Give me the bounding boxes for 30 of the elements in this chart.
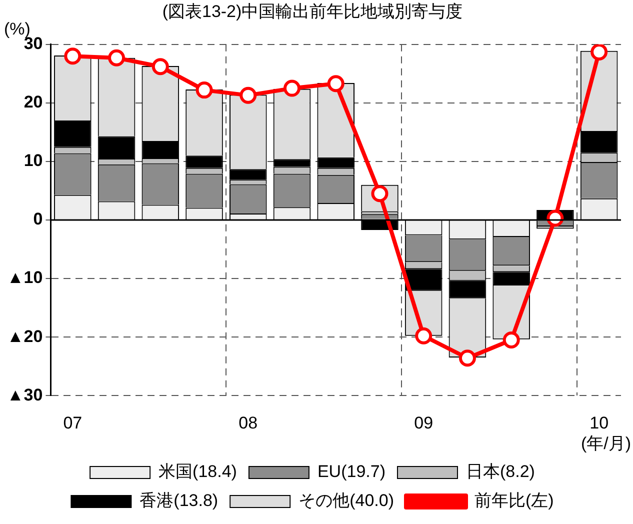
point [64,48,82,65]
y-tick-label: ▲20 [6,326,43,346]
point [196,82,213,99]
point [284,80,300,97]
y-tick-label: ▲30 [6,385,43,404]
x-tick-label: 09 [414,413,434,432]
point [108,49,126,66]
legend-label: 米国(18.4) [158,462,237,482]
point [415,327,432,344]
point [458,350,476,367]
x-axis-title: (年/月) [580,434,631,453]
legend-label: 前年比(左) [474,491,554,510]
y-tick-label: 10 [24,151,43,170]
legend-label: 日本(8.2) [466,462,535,482]
x-tick-label: 07 [63,413,82,432]
y-tick-label: 0 [33,210,43,229]
legend-label: その他(40.0) [298,491,394,510]
legend-label: 香港(13.8) [140,491,218,510]
x-tick-label: 10 [590,413,609,432]
point [546,210,564,227]
x-tick-label: 08 [238,413,258,432]
y-tick-label: 20 [24,92,43,112]
point [590,44,608,61]
y-tick-label: ▲10 [6,268,43,288]
point [502,331,520,348]
point [240,86,257,104]
point [152,58,169,76]
legend-label: EU(19.7) [317,462,386,482]
chart-title: (図表13-2)中国輸出前年比地域別寄与度 [162,2,463,21]
point [327,75,344,92]
